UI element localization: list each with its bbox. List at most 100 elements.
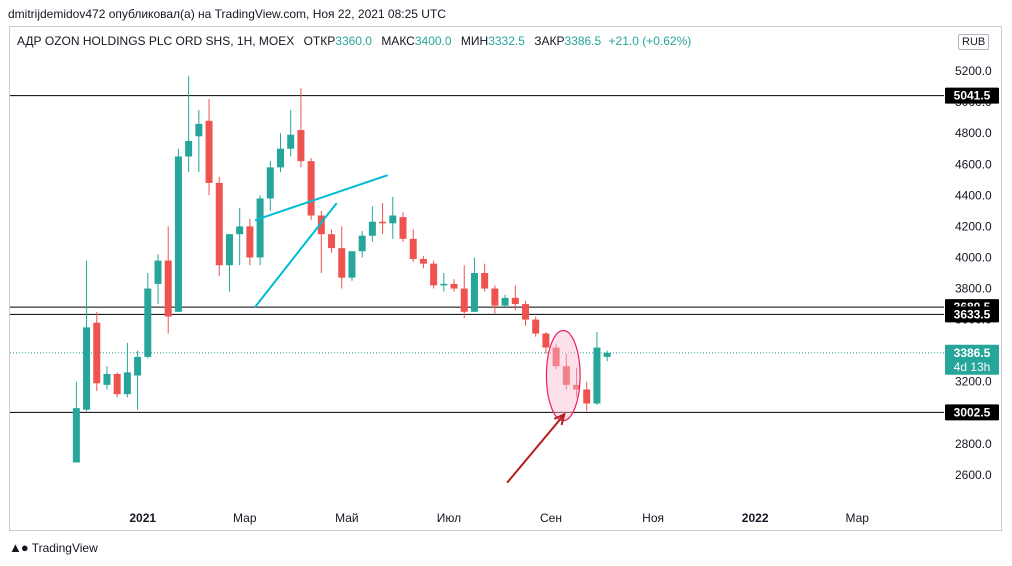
level-price-label: 3002.5: [954, 405, 991, 419]
horizontal-levels: [10, 95, 944, 413]
candle-body: [501, 297, 509, 306]
footer-brand[interactable]: ▲● TradingView: [9, 540, 98, 555]
time-tick-label: Мар: [233, 511, 257, 525]
close-label: ЗАКР: [534, 34, 565, 48]
candle-body: [328, 234, 336, 249]
time-tick-label: 2022: [742, 511, 769, 525]
candle-body: [277, 148, 285, 168]
candle-body: [113, 373, 121, 395]
candle-body: [123, 372, 131, 395]
wedge-line: [254, 174, 389, 222]
candle-body: [93, 322, 101, 384]
candle-body: [205, 120, 213, 183]
publisher-line: dmitrijdemidov472 опубликовал(а) на Trad…: [8, 7, 446, 21]
candle-body: [348, 251, 356, 278]
level-price-badge: [945, 306, 999, 323]
candle-body: [236, 226, 244, 235]
candle-body: [419, 259, 427, 264]
footer-brand-name: TradingView: [31, 540, 98, 555]
arrow-shaft: [506, 413, 566, 484]
tradingview-logo-icon: ▲●: [9, 540, 29, 555]
change-value: +21.0 (+0.62%): [608, 34, 692, 48]
candle-body: [195, 123, 203, 137]
price-tick-label: 4800.0: [955, 126, 992, 140]
price-axis: 2600.02800.03000.03200.03400.03600.03800…: [945, 64, 999, 482]
candle-body: [307, 161, 315, 216]
open-value: 3360.0: [335, 34, 372, 48]
high-value: 3400.0: [414, 34, 452, 48]
level-price-label: 3633.5: [954, 307, 991, 321]
candle-body: [154, 260, 162, 284]
candle-body: [256, 198, 264, 258]
candle-body: [215, 182, 223, 266]
price-tick-label: 5200.0: [955, 64, 992, 78]
candle-body: [532, 319, 540, 334]
candle-body: [399, 217, 407, 239]
candle-body: [552, 347, 560, 367]
candle-body: [103, 373, 111, 385]
price-tick-label: 2800.0: [955, 437, 992, 451]
candle-body: [409, 238, 417, 260]
open-label: ОТКР: [303, 34, 336, 48]
price-tick-label: 4400.0: [955, 188, 992, 202]
price-tick-label: 4000.0: [955, 250, 992, 264]
highlight-ellipse: [545, 329, 581, 422]
candle-body: [603, 352, 611, 357]
candle-body: [246, 226, 254, 258]
low-value: 3332.5: [488, 34, 525, 48]
wedge-line: [254, 202, 338, 308]
level-price-badge: [945, 87, 999, 104]
last-price-label: 3386.5: [954, 346, 991, 360]
candle-body: [521, 304, 529, 320]
candle-body: [83, 327, 91, 410]
candle-body: [185, 140, 193, 157]
time-tick-label: Ноя: [642, 511, 664, 525]
time-tick-label: 2021: [129, 511, 156, 525]
candle-body: [460, 288, 468, 312]
candle-body: [542, 333, 550, 348]
price-tick-label: 4200.0: [955, 219, 992, 233]
candle-body: [389, 215, 397, 224]
candle-body: [287, 134, 295, 149]
time-tick-label: Мар: [845, 511, 869, 525]
price-tick-label: 4600.0: [955, 157, 992, 171]
chart-frame: [9, 26, 1002, 531]
symbol-legend: АДР OZON HOLDINGS PLC ORD SHS, 1H, MOEX …: [17, 34, 691, 48]
candles: [72, 75, 611, 463]
time-axis: 2021 Мар Май Июл Сен Ноя 2022 Мар: [129, 511, 869, 525]
candle-body: [379, 221, 387, 224]
candle-body: [164, 260, 172, 317]
drawing-annotations: [254, 174, 581, 484]
price-tick-label: 3200.0: [955, 375, 992, 389]
candle-body: [338, 248, 346, 278]
candle-body: [450, 283, 458, 289]
candle-body: [511, 297, 519, 305]
candle-body: [144, 288, 152, 357]
candle-body: [562, 366, 570, 385]
candle-body: [317, 215, 325, 235]
candle-body: [358, 235, 366, 252]
last-price-badge: [945, 344, 999, 375]
level-price-label: 5041.5: [954, 89, 991, 103]
candle-body: [266, 167, 274, 199]
candle-body: [491, 288, 499, 306]
arrow-head: [553, 412, 566, 426]
candle-body: [72, 408, 80, 463]
candle-body: [573, 384, 581, 390]
candle-body: [470, 273, 478, 312]
time-tick-label: Сен: [540, 511, 562, 525]
currency-badge[interactable]: RUB: [958, 34, 990, 50]
candle-body: [225, 234, 233, 266]
candle-body: [297, 130, 305, 162]
candle-body: [440, 283, 448, 286]
candle-body: [430, 263, 438, 286]
close-value: 3386.5: [564, 34, 602, 48]
countdown-label: 4d 13h: [954, 360, 991, 374]
candle-body: [368, 221, 376, 236]
time-tick-label: Июл: [437, 511, 461, 525]
candle-body: [134, 356, 142, 376]
candle-body: [174, 156, 182, 312]
symbol-name: АДР OZON HOLDINGS PLC ORD SHS, 1H, MOEX: [17, 34, 295, 48]
candle-body: [583, 389, 591, 404]
